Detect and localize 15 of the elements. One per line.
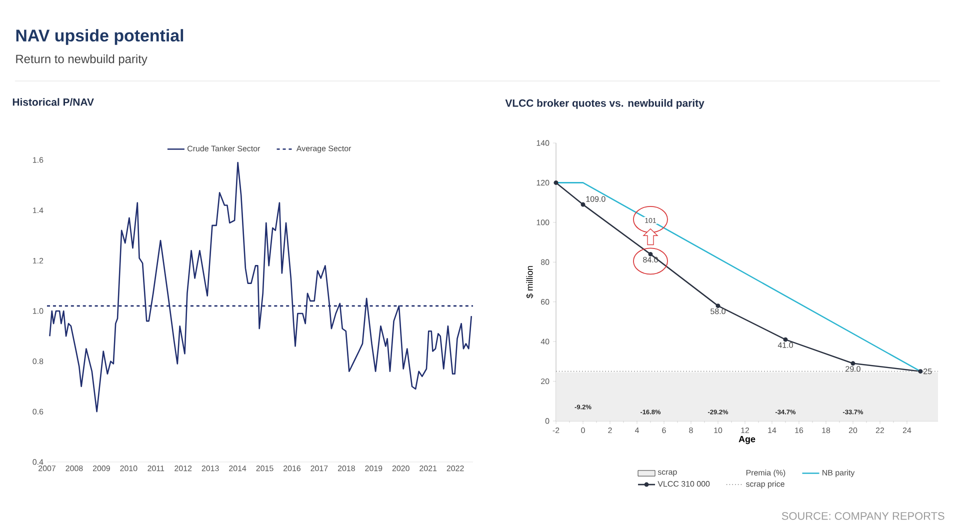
point — [918, 369, 923, 374]
chart-title: VLCC broker quotes vs. newbuild parity — [505, 99, 704, 109]
point — [850, 361, 856, 366]
point — [554, 180, 558, 185]
point — [580, 202, 586, 207]
x-axis-title: Age — [738, 436, 756, 444]
point — [648, 252, 653, 256]
chart-title: Historical P/NAV — [12, 98, 94, 106]
y-axis-title: $ million — [526, 266, 534, 298]
text: Return to newbuild parity — [16, 54, 148, 66]
point — [783, 337, 788, 342]
text: NAV upside potential — [16, 29, 184, 45]
line-series — [49, 162, 472, 412]
source-note: SOURCE: COMPANY REPORTS — [782, 512, 944, 520]
point — [716, 304, 720, 308]
